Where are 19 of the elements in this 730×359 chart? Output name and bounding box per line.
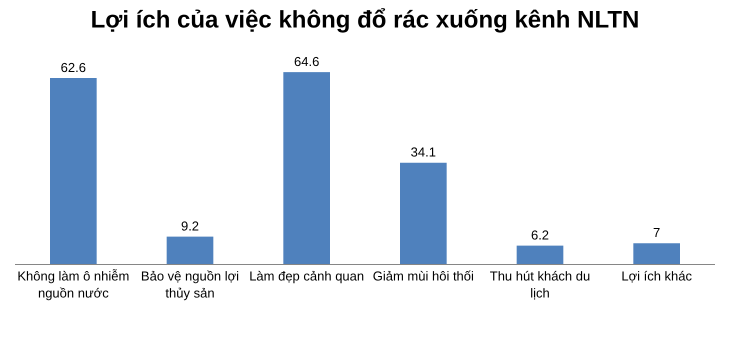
data-label: 9.2 — [180, 218, 200, 234]
x-tick-label: Giảm mùi hôi thối — [372, 268, 474, 284]
bar — [516, 246, 564, 264]
bar — [400, 162, 447, 264]
x-tick-label: Làm đẹp cảnh quan — [249, 268, 364, 284]
bar — [633, 243, 680, 264]
x-tick-label: Lợi ích khác — [621, 268, 693, 284]
x-tick-label: Thu hút khách du lịch — [490, 268, 590, 300]
x-tick-label: Không làm ô nhiễm nguồn nước — [17, 268, 130, 300]
data-label: 34.1 — [410, 144, 436, 160]
x-tick-label: Bảo vệ nguồn lợi thủy sản — [140, 268, 240, 300]
bar — [50, 78, 97, 264]
bar — [283, 72, 330, 264]
data-label: 62.6 — [60, 60, 86, 76]
chart-title: Lợi ích của việc không đổ rác xuống kênh NLTN — [90, 6, 640, 34]
data-label: 7 — [653, 225, 660, 240]
bar — [166, 236, 214, 264]
data-label: 64.6 — [294, 54, 320, 70]
data-label: 6.2 — [530, 228, 550, 243]
